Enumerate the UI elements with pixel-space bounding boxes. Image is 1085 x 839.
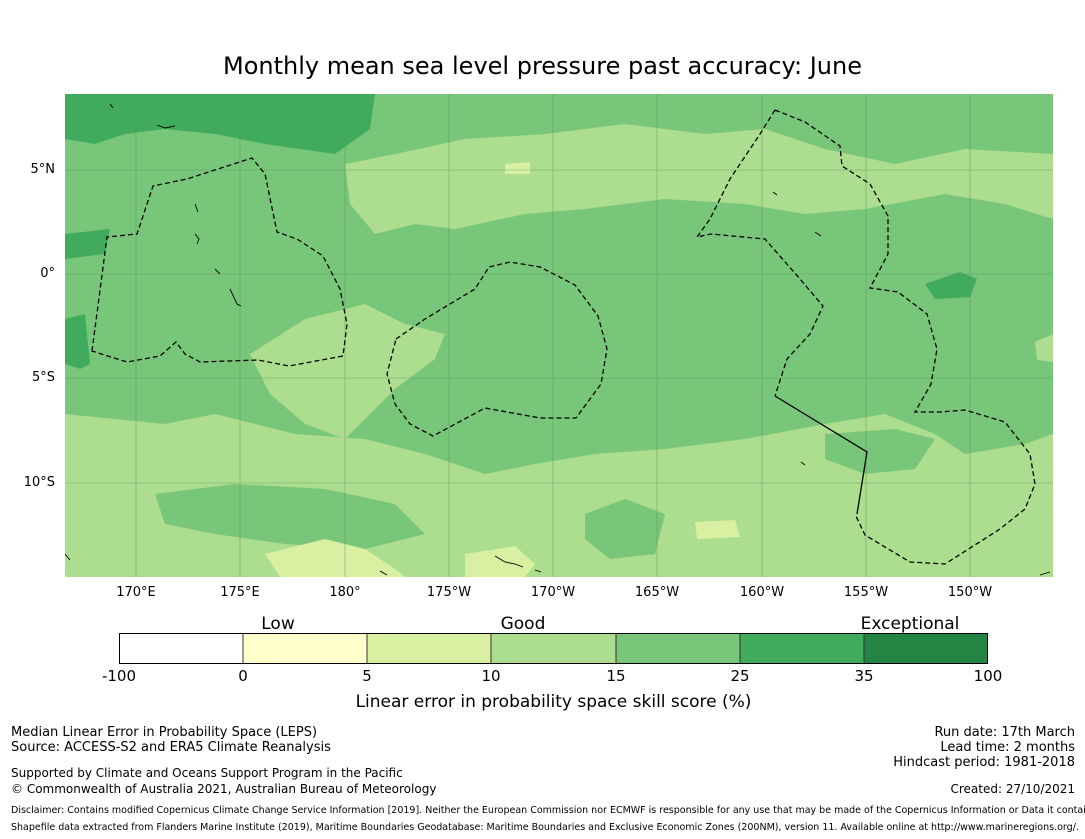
patch-mid-bottomright [825,429,935,474]
patch-good-centre [250,304,445,439]
skill-field-patches [65,94,1053,577]
lead-time: Lead time: 2 months [940,740,1075,755]
colorbar-tick: 100 [973,667,1003,685]
island [194,203,199,213]
colorbar [119,633,988,664]
colorbar-tick: 15 [606,667,626,685]
disclaimer-text: Disclaimer: Contains modified Copernicus… [11,805,1085,816]
island [772,191,778,196]
patch-good-topband [345,124,1053,234]
colorbar-swatch [616,633,740,664]
method-text: Median Linear Error in Probability Space… [11,725,318,740]
island [1039,571,1051,576]
lon-label: 170°W [530,585,576,600]
eez-tokelau-boundary [386,261,608,437]
source-text: Source: ACCESS-S2 and ERA5 Climate Reana… [11,740,331,755]
colorbar-tick: -100 [101,667,137,685]
patch-high-left [65,314,90,369]
colorbar-swatch [119,633,243,664]
colorbar-tick: 10 [481,667,501,685]
hindcast-period: Hindcast period: 1981-2018 [893,755,1075,770]
colorbar-tick: 0 [238,667,248,685]
lat-label: 5°S [31,370,55,385]
island [229,288,242,307]
island [379,570,388,576]
colorbar-label: Linear error in probability space skill … [355,692,752,712]
colorbar-swatch [367,633,491,664]
island [156,124,176,129]
island [109,103,114,109]
island [65,553,71,561]
colorbar-swatch [740,633,864,664]
lat-label: 5°N [30,162,56,177]
colorbar-tick: 25 [730,667,750,685]
eez-boundaries [91,109,1036,565]
legend-category-exceptional: Exceptional [860,614,960,634]
patch-fair-bottom [265,539,405,577]
colorbar-swatch [864,633,988,664]
colorbar-swatch [243,633,367,664]
shapefile-credit: Shapefile data extracted from Flanders M… [11,822,1079,833]
island [194,233,200,245]
patch-fair-right [695,520,740,539]
legend-category-low: Low [261,614,295,634]
copyright-text: © Commonwealth of Australia 2021, Austra… [11,782,437,796]
eez-tuvalu-boundary [91,157,348,367]
island [814,231,822,237]
island [800,461,806,466]
lat-label: 0° [40,266,55,281]
island [534,569,542,573]
lon-label: 150°W [947,585,993,600]
lon-label: 175°E [220,585,260,600]
lon-label: 175°W [426,585,472,600]
support-text: Supported by Climate and Oceans Support … [11,766,403,780]
patch-mid-bottom [585,499,665,559]
island [494,555,524,568]
map-title: Monthly mean sea level pressure past acc… [222,52,862,80]
lon-label: 165°W [634,585,680,600]
colorbar-tick: 5 [362,667,372,685]
patch-high-right [925,272,977,299]
islands [65,103,1051,576]
patch-mid-bottomleft [155,484,425,549]
patch-good-rightedge [1035,334,1053,362]
colorbar-dividers [242,633,865,664]
legend-category-good: Good [500,614,546,634]
lon-label: 155°W [843,585,889,600]
lat-label: 10°S [23,475,55,490]
eez-solid-boundary [774,395,868,515]
lon-label: 180° [329,585,361,600]
patch-high-topleft [65,94,375,154]
colorbar-frame [119,633,988,664]
colorbar-swatch [491,633,616,664]
patch-fair-bottom2 [465,546,535,577]
patch-high-left2 [65,229,110,259]
lon-label: 170°E [116,585,156,600]
colorbar-tick: 35 [854,667,874,685]
lon-label: 160°W [739,585,785,600]
island [214,268,221,275]
run-date: Run date: 17th March [934,725,1075,740]
created-date: Created: 27/10/2021 [950,782,1075,796]
skill-score-map [65,94,1053,577]
eez-kiribati-boundary [695,109,824,397]
eez-cook-islands-boundary [774,109,1036,565]
patch-fair-top [505,162,530,174]
